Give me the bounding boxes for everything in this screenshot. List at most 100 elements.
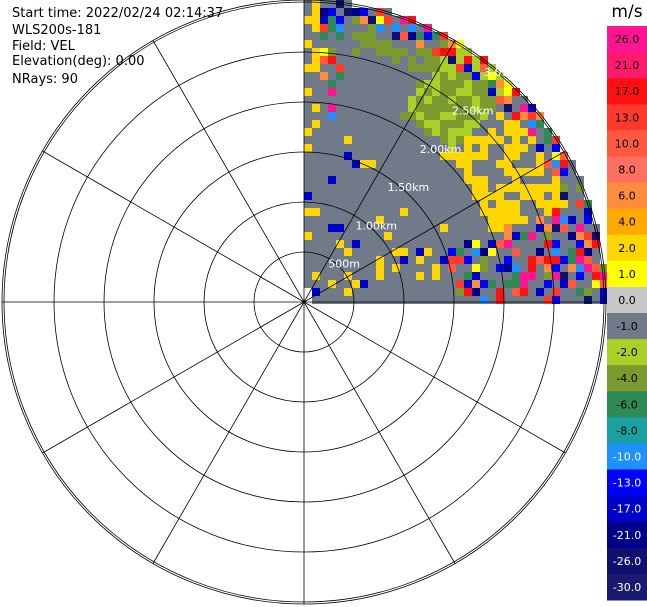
velocity-cell [320, 168, 328, 176]
velocity-cell [456, 288, 464, 296]
velocity-cell [384, 184, 392, 192]
velocity-cell [328, 224, 336, 232]
velocity-cell [536, 240, 544, 248]
velocity-cell [408, 56, 416, 64]
velocity-cell [544, 184, 552, 192]
colorbar-swatch [607, 469, 647, 497]
velocity-cell [512, 168, 520, 176]
velocity-cell [408, 176, 416, 184]
velocity-cell [384, 280, 392, 288]
velocity-cell [536, 224, 544, 232]
velocity-cell [328, 120, 336, 128]
velocity-cell [480, 248, 488, 256]
velocity-cell [376, 64, 384, 72]
velocity-cell [600, 280, 608, 288]
velocity-cell [536, 144, 544, 152]
velocity-cell [472, 256, 480, 264]
velocity-cell [392, 40, 400, 48]
velocity-cell [328, 240, 336, 248]
velocity-cell [352, 32, 360, 40]
velocity-cell [528, 104, 536, 112]
velocity-cell [480, 120, 488, 128]
velocity-cell [440, 168, 448, 176]
velocity-cell [400, 32, 408, 40]
velocity-cell [488, 80, 496, 88]
velocity-cell [400, 48, 408, 56]
velocity-cell [392, 248, 400, 256]
velocity-cell [496, 264, 504, 272]
velocity-cell [376, 296, 384, 304]
velocity-cell [376, 112, 384, 120]
velocity-cell [416, 184, 424, 192]
velocity-cell [416, 136, 424, 144]
velocity-cell [440, 192, 448, 200]
velocity-cell [352, 248, 360, 256]
velocity-cell [536, 208, 544, 216]
velocity-cell [440, 96, 448, 104]
velocity-cell [432, 56, 440, 64]
velocity-cell [464, 48, 472, 56]
velocity-cell [360, 96, 368, 104]
velocity-cell [384, 104, 392, 112]
velocity-cell [352, 56, 360, 64]
velocity-cell [392, 152, 400, 160]
velocity-cell [528, 136, 536, 144]
velocity-cell [440, 72, 448, 80]
velocity-cell [320, 280, 328, 288]
velocity-cell [464, 296, 472, 304]
velocity-cell [480, 88, 488, 96]
velocity-cell [568, 160, 576, 168]
velocity-cell [528, 224, 536, 232]
velocity-cell [496, 272, 504, 280]
velocity-cell [408, 144, 416, 152]
velocity-cell [336, 176, 344, 184]
velocity-cell [304, 152, 312, 160]
velocity-cell [344, 160, 352, 168]
velocity-cell [512, 256, 520, 264]
velocity-cell [336, 144, 344, 152]
velocity-cell [336, 160, 344, 168]
velocity-cell [480, 200, 488, 208]
velocity-cell [576, 264, 584, 272]
velocity-cell [312, 216, 320, 224]
velocity-cell [504, 144, 512, 152]
velocity-cell [400, 160, 408, 168]
velocity-cell [320, 232, 328, 240]
colorbar-tick-label: 2.0 [618, 242, 636, 255]
velocity-cell [600, 272, 608, 280]
velocity-cell [368, 24, 376, 32]
velocity-cell [392, 16, 400, 24]
velocity-cell [544, 240, 552, 248]
range-ring-label: 1.50km [388, 181, 430, 194]
velocity-cell [408, 24, 416, 32]
velocity-cell [536, 112, 544, 120]
velocity-cell [384, 264, 392, 272]
velocity-cell [456, 248, 464, 256]
velocity-cell [480, 136, 488, 144]
colorbar-swatch [607, 130, 647, 157]
velocity-cell [328, 64, 336, 72]
velocity-cell [384, 136, 392, 144]
colorbar-tick-label: 4.0 [618, 216, 636, 229]
velocity-cell [496, 160, 504, 168]
velocity-cell [536, 136, 544, 144]
velocity-cell [456, 48, 464, 56]
velocity-cell [328, 208, 336, 216]
azimuth-spokes [2, 0, 606, 604]
velocity-cell [320, 48, 328, 56]
velocity-cell [400, 192, 408, 200]
velocity-cell [424, 216, 432, 224]
velocity-cell [400, 152, 408, 160]
velocity-cell [488, 280, 496, 288]
velocity-cell [336, 280, 344, 288]
velocity-cell [488, 112, 496, 120]
velocity-cell [504, 224, 512, 232]
velocity-cell [312, 264, 320, 272]
velocity-cell [504, 240, 512, 248]
velocity-cell [432, 256, 440, 264]
velocity-cell [304, 168, 312, 176]
velocity-cell [400, 40, 408, 48]
velocity-cell [456, 88, 464, 96]
velocity-cell [400, 232, 408, 240]
velocity-cell [576, 192, 584, 200]
